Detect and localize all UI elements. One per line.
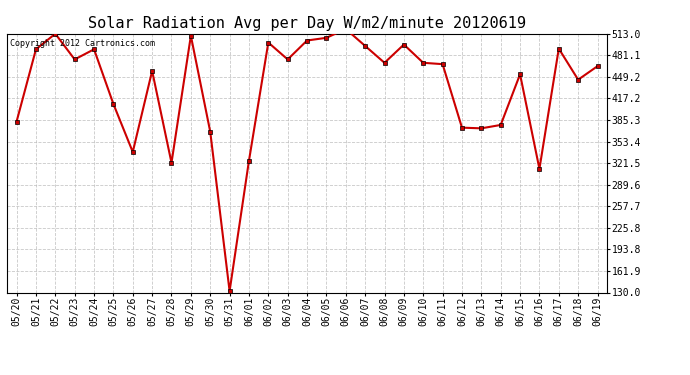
Title: Solar Radiation Avg per Day W/m2/minute 20120619: Solar Radiation Avg per Day W/m2/minute …: [88, 16, 526, 31]
Text: Copyright 2012 Cartronics.com: Copyright 2012 Cartronics.com: [10, 39, 155, 48]
